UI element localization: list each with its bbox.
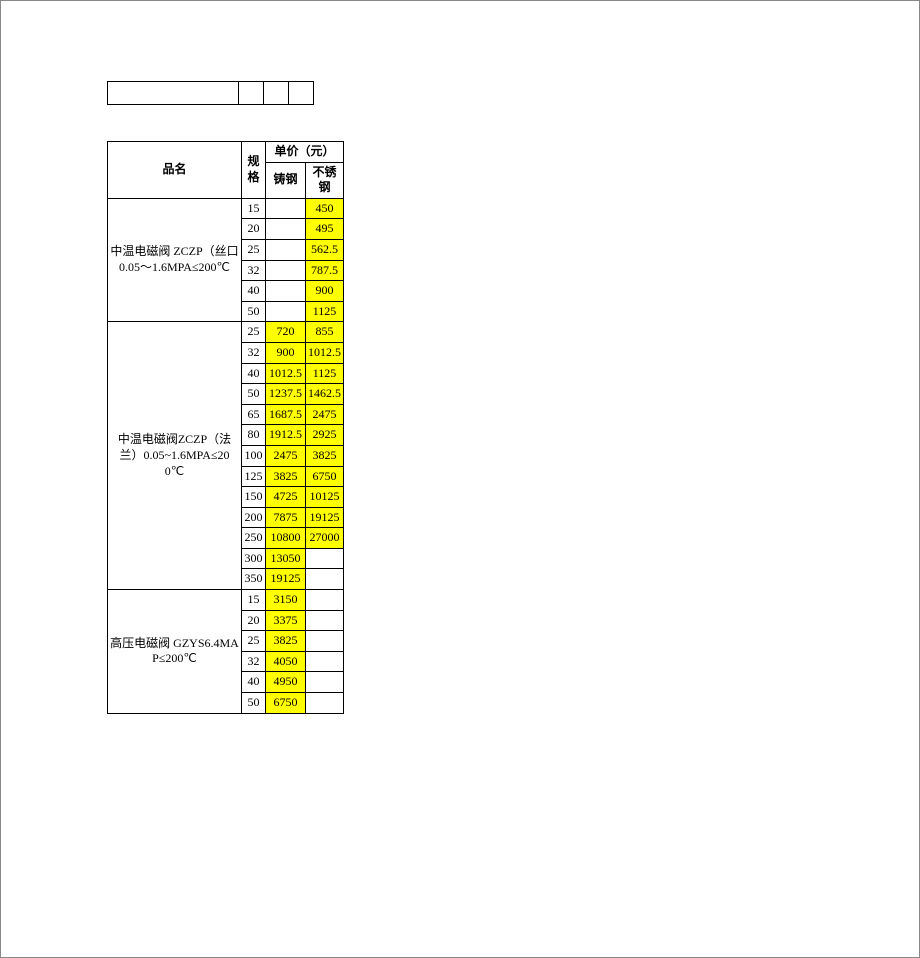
price1-cell: 13050 xyxy=(266,548,306,569)
header-price2: 不锈钢 xyxy=(306,162,344,198)
price1-cell: 3825 xyxy=(266,631,306,652)
page: 品名 规格 单价（元） 铸钢 不锈钢 中温电磁阀 ZCZP（丝口 0.05～1.… xyxy=(0,0,920,958)
product-name-cell: 高压电磁阀 GZYS6.4MAP≤200℃ xyxy=(108,590,242,714)
price2-cell: 1462.5 xyxy=(306,384,344,405)
price1-cell: 3375 xyxy=(266,610,306,631)
price1-cell xyxy=(266,239,306,260)
cell xyxy=(108,82,239,105)
spec-cell: 40 xyxy=(242,672,266,693)
header-spec: 规格 xyxy=(242,142,266,199)
spec-cell: 15 xyxy=(242,590,266,611)
price1-cell: 10800 xyxy=(266,528,306,549)
price2-cell xyxy=(306,672,344,693)
header-price1: 铸钢 xyxy=(266,162,306,198)
cell xyxy=(264,82,289,105)
price2-cell xyxy=(306,693,344,714)
spec-cell: 80 xyxy=(242,425,266,446)
price2-cell: 2475 xyxy=(306,404,344,425)
product-name-cell: 中温电磁阀 ZCZP（丝口 0.05～1.6MPA≤200℃ xyxy=(108,198,242,322)
price1-cell: 7875 xyxy=(266,507,306,528)
spec-cell: 350 xyxy=(242,569,266,590)
price2-cell: 900 xyxy=(306,281,344,302)
price2-cell: 27000 xyxy=(306,528,344,549)
price1-cell: 4725 xyxy=(266,487,306,508)
spec-cell: 50 xyxy=(242,384,266,405)
spec-cell: 65 xyxy=(242,404,266,425)
price2-cell: 10125 xyxy=(306,487,344,508)
spec-cell: 50 xyxy=(242,301,266,322)
spec-cell: 32 xyxy=(242,260,266,281)
price1-cell: 1012.5 xyxy=(266,363,306,384)
product-name-cell: 中温电磁阀ZCZP（法兰）0.05~1.6MPA≤200℃ xyxy=(108,322,242,590)
price1-cell xyxy=(266,281,306,302)
spec-cell: 32 xyxy=(242,342,266,363)
price2-cell: 1012.5 xyxy=(306,342,344,363)
price1-cell: 3825 xyxy=(266,466,306,487)
price2-cell: 562.5 xyxy=(306,239,344,260)
price2-cell: 495 xyxy=(306,219,344,240)
price1-cell: 1687.5 xyxy=(266,404,306,425)
spec-cell: 20 xyxy=(242,219,266,240)
spec-cell: 150 xyxy=(242,487,266,508)
price2-cell: 450 xyxy=(306,198,344,219)
spec-cell: 25 xyxy=(242,239,266,260)
header-price-group: 单价（元） xyxy=(266,142,344,163)
spec-cell: 32 xyxy=(242,651,266,672)
price2-cell: 3825 xyxy=(306,445,344,466)
price1-cell: 6750 xyxy=(266,693,306,714)
price1-cell xyxy=(266,198,306,219)
spec-cell: 250 xyxy=(242,528,266,549)
spec-cell: 100 xyxy=(242,445,266,466)
price2-cell: 6750 xyxy=(306,466,344,487)
price2-cell xyxy=(306,569,344,590)
price2-cell: 1125 xyxy=(306,363,344,384)
price2-cell: 787.5 xyxy=(306,260,344,281)
small-empty-table xyxy=(107,81,314,105)
price2-cell xyxy=(306,590,344,611)
price2-cell: 19125 xyxy=(306,507,344,528)
price-table-body: 中温电磁阀 ZCZP（丝口 0.05～1.6MPA≤200℃1545020495… xyxy=(108,198,344,713)
spec-cell: 25 xyxy=(242,631,266,652)
spec-cell: 300 xyxy=(242,548,266,569)
price1-cell: 2475 xyxy=(266,445,306,466)
price1-cell xyxy=(266,260,306,281)
price2-cell xyxy=(306,631,344,652)
price1-cell: 4950 xyxy=(266,672,306,693)
price2-cell: 855 xyxy=(306,322,344,343)
price1-cell: 720 xyxy=(266,322,306,343)
cell xyxy=(239,82,264,105)
price1-cell: 1912.5 xyxy=(266,425,306,446)
table-row: 中温电磁阀ZCZP（法兰）0.05~1.6MPA≤200℃25720855 xyxy=(108,322,344,343)
spec-cell: 40 xyxy=(242,281,266,302)
price1-cell: 3150 xyxy=(266,590,306,611)
spec-cell: 50 xyxy=(242,693,266,714)
spec-cell: 25 xyxy=(242,322,266,343)
table-row: 高压电磁阀 GZYS6.4MAP≤200℃153150 xyxy=(108,590,344,611)
price2-cell xyxy=(306,651,344,672)
price1-cell: 900 xyxy=(266,342,306,363)
price1-cell: 1237.5 xyxy=(266,384,306,405)
price1-cell: 19125 xyxy=(266,569,306,590)
table-header-row: 品名 规格 单价（元） xyxy=(108,142,344,163)
price2-cell: 1125 xyxy=(306,301,344,322)
price2-cell: 2925 xyxy=(306,425,344,446)
table-row: 中温电磁阀 ZCZP（丝口 0.05～1.6MPA≤200℃15450 xyxy=(108,198,344,219)
spec-cell: 40 xyxy=(242,363,266,384)
spec-cell: 20 xyxy=(242,610,266,631)
price2-cell xyxy=(306,610,344,631)
cell xyxy=(289,82,314,105)
price2-cell xyxy=(306,548,344,569)
spec-cell: 15 xyxy=(242,198,266,219)
price1-cell xyxy=(266,301,306,322)
price1-cell xyxy=(266,219,306,240)
table-row xyxy=(108,82,314,105)
spec-cell: 200 xyxy=(242,507,266,528)
price1-cell: 4050 xyxy=(266,651,306,672)
header-name: 品名 xyxy=(108,142,242,199)
price-table: 品名 规格 单价（元） 铸钢 不锈钢 中温电磁阀 ZCZP（丝口 0.05～1.… xyxy=(107,141,344,714)
spec-cell: 125 xyxy=(242,466,266,487)
